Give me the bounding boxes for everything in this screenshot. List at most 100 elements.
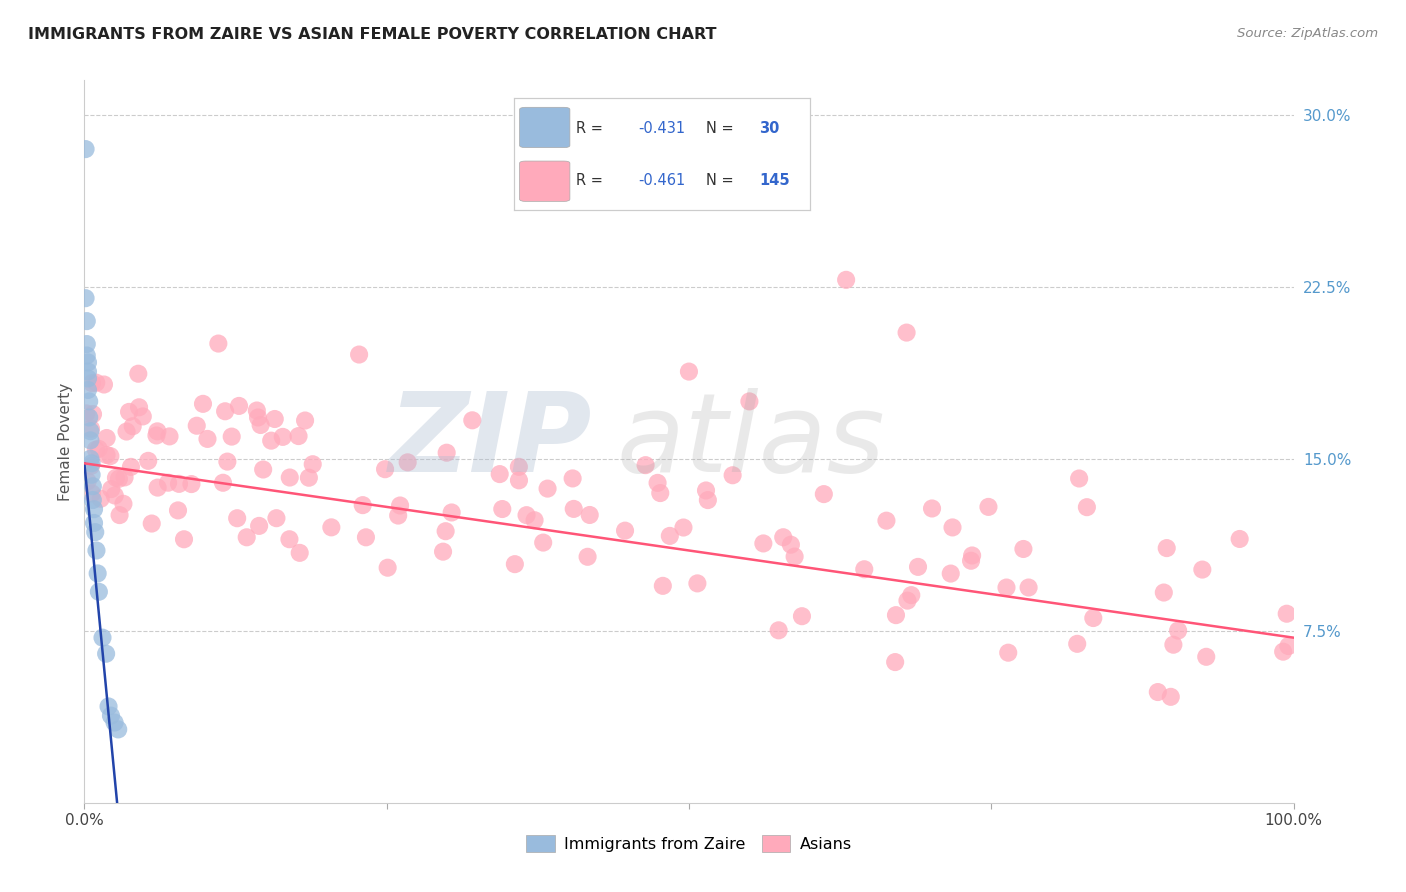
Point [738, 394, 761, 409]
Point [301, 457, 323, 471]
Point [768, 624, 790, 638]
Point [294, 413, 316, 427]
Point [94, 647, 117, 661]
Point [246, 403, 269, 417]
Point [1018, 581, 1040, 595]
Point [352, 498, 374, 512]
Point [260, 434, 283, 448]
Point [127, 367, 149, 381]
Point [278, 470, 301, 484]
Point [790, 609, 813, 624]
Point [97, 699, 120, 714]
Point [752, 536, 775, 550]
Point [287, 429, 309, 443]
Point [853, 562, 876, 576]
Point [374, 462, 396, 476]
Point [146, 425, 169, 439]
Point [87, 584, 110, 599]
Point [896, 593, 918, 607]
Point [896, 326, 918, 340]
Point [186, 418, 208, 433]
Point [75, 291, 97, 305]
Point [266, 511, 288, 525]
Point [614, 524, 637, 538]
Point [207, 336, 229, 351]
Point [247, 519, 270, 533]
Point [252, 462, 274, 476]
Point [875, 514, 897, 528]
Point [321, 520, 343, 534]
Point [995, 581, 1018, 595]
Point [80, 486, 103, 500]
Point [907, 560, 929, 574]
Point [112, 497, 135, 511]
Point [96, 431, 118, 445]
Point [1229, 532, 1251, 546]
Point [562, 502, 585, 516]
Point [561, 471, 583, 485]
Point [884, 655, 907, 669]
Point [721, 468, 744, 483]
Point [82, 407, 104, 421]
Point [695, 483, 717, 498]
Point [651, 579, 673, 593]
Point [536, 482, 558, 496]
Point [389, 499, 412, 513]
Point [1277, 639, 1299, 653]
Point [104, 488, 127, 502]
Point [783, 549, 806, 564]
Point [76, 337, 98, 351]
Point [128, 401, 150, 415]
Point [1012, 541, 1035, 556]
Point [84, 525, 107, 540]
Point [977, 500, 1000, 514]
Point [80, 456, 103, 470]
Point [503, 557, 526, 571]
Point [278, 533, 301, 547]
Point [90, 491, 112, 506]
Point [221, 429, 243, 443]
Point [523, 513, 546, 527]
Point [647, 475, 669, 490]
Point [132, 409, 155, 424]
Point [780, 538, 803, 552]
Point [100, 708, 122, 723]
Point [1195, 649, 1218, 664]
Point [1076, 500, 1098, 515]
Point [396, 455, 419, 469]
Point [80, 376, 103, 391]
Point [1083, 611, 1105, 625]
Point [77, 365, 100, 379]
Point [212, 475, 235, 490]
Point [84, 376, 107, 390]
Point [432, 544, 454, 558]
Point [100, 449, 122, 463]
Point [121, 419, 143, 434]
Point [960, 549, 983, 563]
Point [1069, 471, 1091, 485]
Point [76, 314, 98, 328]
Point [686, 576, 709, 591]
Point [1146, 685, 1168, 699]
Point [107, 723, 129, 737]
Point [214, 404, 236, 418]
Point [813, 487, 835, 501]
Point [100, 482, 122, 496]
Point [96, 448, 118, 462]
Point [298, 471, 321, 485]
Point [263, 412, 285, 426]
Text: IMMIGRANTS FROM ZAIRE VS ASIAN FEMALE POVERTY CORRELATION CHART: IMMIGRANTS FROM ZAIRE VS ASIAN FEMALE PO… [28, 27, 717, 42]
Point [82, 493, 104, 508]
Point [939, 566, 962, 581]
Point [173, 533, 195, 547]
Point [288, 546, 311, 560]
Point [108, 508, 131, 522]
Y-axis label: Female Poverty: Female Poverty [58, 383, 73, 500]
Point [79, 424, 101, 438]
Point [77, 410, 100, 425]
Point [1275, 607, 1298, 621]
Point [226, 511, 249, 525]
Point [1191, 563, 1213, 577]
Point [167, 476, 190, 491]
Point [461, 413, 484, 427]
